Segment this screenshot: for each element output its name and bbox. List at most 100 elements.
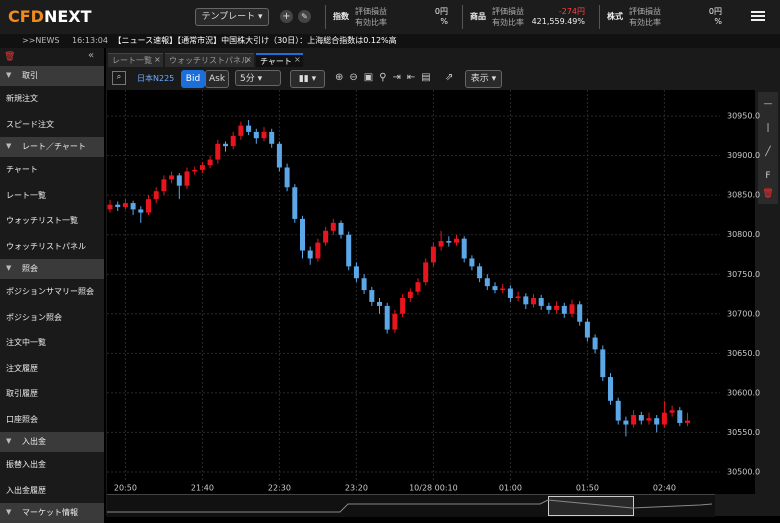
- candle-body: [523, 296, 529, 305]
- tab[interactable]: ウォッチリストパネル: [165, 53, 254, 67]
- candle-body: [122, 203, 128, 208]
- menu-item[interactable]: チャート: [6, 165, 38, 174]
- add-button[interactable]: +: [280, 10, 293, 23]
- menu-item[interactable]: 口座照会: [6, 414, 38, 424]
- ask-button[interactable]: Ask: [205, 70, 229, 88]
- menu-item[interactable]: ポジション照会: [6, 312, 62, 322]
- candle-body: [484, 278, 490, 287]
- candle-body: [438, 241, 444, 247]
- candle-body: [230, 135, 236, 147]
- y-tick-label: 30650.0: [727, 349, 760, 358]
- menu-item[interactable]: ポジションサマリー照会: [6, 287, 94, 296]
- candle-body: [246, 125, 252, 132]
- candle-body: [454, 238, 459, 243]
- candle-body: [500, 288, 506, 291]
- template-label: テンプレート: [201, 12, 256, 22]
- bid-button[interactable]: Bid: [181, 70, 205, 88]
- candle-body: [608, 377, 613, 401]
- menu-button[interactable]: [751, 9, 765, 23]
- candle-body: [638, 415, 644, 421]
- candle-body: [330, 222, 336, 231]
- y-tick-label: 30600.0: [727, 388, 760, 397]
- x-tick-label: 22:30: [268, 484, 291, 493]
- menu-item[interactable]: 振替入出金: [6, 460, 46, 469]
- template-button[interactable]: テンプレート ▾: [195, 8, 269, 26]
- section-arrow: ▼: [6, 142, 12, 150]
- tool-icons[interactable]: ⊕⊖▣⚲⇥⇤▤: [335, 72, 437, 83]
- section-arrow: ▼: [6, 71, 12, 79]
- menu-item[interactable]: 注文中一覧: [6, 338, 46, 347]
- menu-item[interactable]: ウォッチリスト一覧: [6, 216, 78, 225]
- candle-body: [107, 204, 113, 210]
- menu-item[interactable]: レート一覧: [6, 190, 46, 200]
- section-header[interactable]: 入出金: [0, 432, 104, 452]
- y-tick-label: 30550.0: [727, 428, 760, 437]
- panel-separator: [462, 5, 463, 29]
- x-tick-label: 02:40: [653, 484, 676, 493]
- menu-item[interactable]: スピード注文: [6, 119, 54, 129]
- section-arrow: ▼: [6, 437, 12, 445]
- section-header[interactable]: 取引: [0, 66, 104, 86]
- candle-body: [169, 175, 175, 180]
- candle-body: [538, 297, 544, 306]
- navigator: [107, 494, 715, 517]
- edit-button[interactable]: ✎: [298, 10, 311, 23]
- candle-body: [600, 349, 606, 378]
- symbol[interactable]: 日本N225: [137, 74, 175, 83]
- logo: CFDNEXT: [8, 7, 92, 26]
- candle-body: [407, 291, 413, 298]
- trash-icon[interactable]: 🗑: [4, 52, 16, 62]
- chart-type-select[interactable]: ▮▮ ▾: [290, 70, 325, 88]
- candle-body: [353, 266, 359, 279]
- candle-body: [569, 304, 575, 314]
- candle-body: [199, 165, 205, 170]
- display-label: 表示: [470, 74, 489, 84]
- tab[interactable]: チャート: [256, 53, 303, 67]
- candle-body: [546, 305, 552, 310]
- candle-body: [531, 297, 536, 305]
- candle-body: [176, 175, 182, 186]
- candle-body: [415, 282, 421, 292]
- candle-body: [284, 167, 290, 188]
- candle-body: [153, 191, 159, 200]
- navigator-line: [107, 499, 713, 513]
- candle-body: [361, 278, 367, 291]
- interval-select[interactable]: 5分 ▾: [235, 70, 281, 86]
- delete-tool[interactable]: 🗑: [758, 184, 778, 204]
- panel-value: %: [440, 17, 448, 26]
- y-tick-label: 30950.0: [727, 112, 760, 121]
- panel-value: 0円: [708, 7, 722, 16]
- indicator-icon[interactable]: ⇗: [445, 72, 454, 83]
- tab-close[interactable]: ×: [154, 55, 161, 64]
- candle-body: [430, 246, 436, 263]
- menu-item[interactable]: ウォッチリストパネル: [6, 241, 86, 251]
- search-button[interactable]: ⌕: [112, 71, 126, 85]
- collapse-icon[interactable]: «: [88, 50, 95, 61]
- menu-item[interactable]: 注文履歴: [6, 363, 38, 373]
- section-arrow: ▼: [6, 264, 12, 272]
- tab-close[interactable]: ×: [245, 55, 252, 64]
- chart-area: [107, 90, 755, 494]
- candle-body: [269, 131, 275, 144]
- panel-value: -274円: [558, 7, 585, 16]
- tab-close[interactable]: ×: [294, 55, 301, 64]
- menu-item[interactable]: 取引履歴: [6, 389, 38, 398]
- menu-item[interactable]: 新規注文: [6, 94, 38, 103]
- draw-tools[interactable]: — | ╱ F: [758, 92, 778, 204]
- candle-body: [507, 288, 513, 298]
- logo-main: NEXT: [43, 7, 92, 26]
- display-button[interactable]: 表示 ▾: [465, 70, 502, 88]
- panel-separator: [599, 5, 600, 29]
- candle-body: [384, 305, 390, 330]
- y-tick-label: 30850.0: [727, 191, 760, 200]
- panel-value: %: [714, 17, 722, 26]
- menu-item[interactable]: 入出金履歴: [6, 485, 46, 495]
- section-header[interactable]: 照会: [0, 259, 104, 279]
- candle-body: [469, 258, 475, 267]
- news-text[interactable]: 【ニュース速報】【通常市況】中国株大引け（30日）：上海総合指数は0.12%高: [113, 36, 397, 45]
- tab[interactable]: レート一覧: [108, 53, 163, 67]
- news-bar: >>NEWS 16:13:04 【ニュース速報】【通常市況】中国株大引け（30日…: [0, 34, 780, 48]
- panel-label: 株式: [607, 12, 623, 21]
- section-header[interactable]: レート／チャート: [0, 137, 104, 157]
